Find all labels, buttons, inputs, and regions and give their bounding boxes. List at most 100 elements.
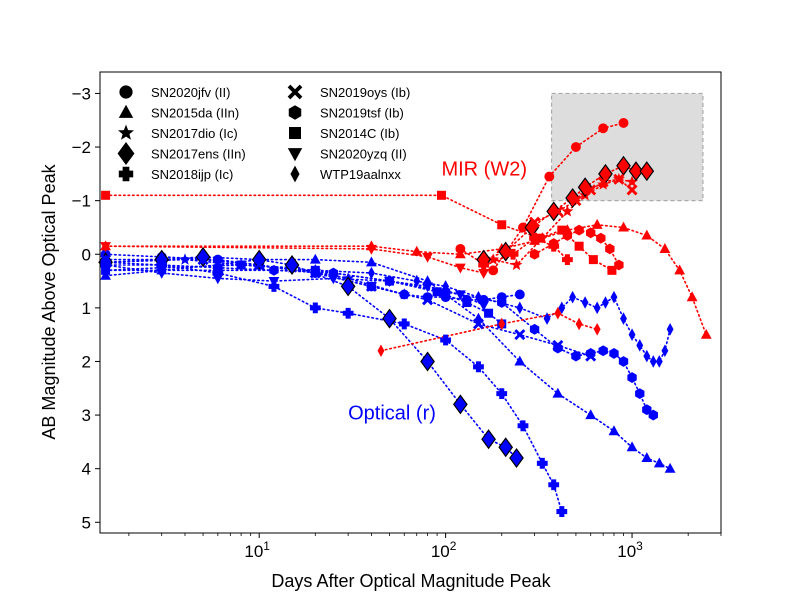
data-point bbox=[213, 262, 223, 274]
data-point bbox=[602, 296, 609, 309]
data-point bbox=[556, 506, 568, 517]
data-point bbox=[552, 387, 564, 398]
data-point bbox=[608, 425, 620, 436]
data-point bbox=[529, 232, 540, 244]
data-point bbox=[618, 221, 629, 232]
data-point bbox=[496, 388, 508, 400]
data-point bbox=[529, 323, 540, 335]
data-point bbox=[517, 420, 529, 432]
legend-marker bbox=[287, 148, 303, 162]
data-point bbox=[462, 298, 472, 307]
data-point bbox=[488, 265, 499, 276]
data-point bbox=[674, 264, 686, 275]
y-tick-label: 0 bbox=[82, 245, 91, 264]
y-tick-label: 3 bbox=[82, 406, 91, 425]
data-point bbox=[497, 297, 507, 308]
data-point bbox=[605, 243, 615, 255]
data-point bbox=[591, 218, 603, 229]
x-tick-label: 103 bbox=[617, 539, 643, 561]
data-point bbox=[422, 282, 433, 293]
data-point bbox=[574, 224, 584, 236]
data-point bbox=[571, 350, 581, 362]
data-point bbox=[536, 457, 548, 469]
data-point bbox=[156, 268, 168, 279]
legend-label: SN2020jfv (II) bbox=[151, 85, 230, 100]
data-point bbox=[626, 441, 638, 452]
data-point bbox=[342, 307, 354, 319]
data-point bbox=[553, 342, 563, 354]
data-point bbox=[509, 447, 524, 468]
data-point bbox=[436, 190, 446, 200]
data-point bbox=[639, 161, 655, 182]
data-point bbox=[597, 176, 609, 188]
legend-label: SN2020yzq (II) bbox=[320, 147, 407, 162]
legend-item: WTP19aalnxx bbox=[290, 165, 401, 183]
data-point bbox=[653, 457, 665, 468]
data-point bbox=[661, 344, 669, 358]
data-point bbox=[366, 256, 377, 267]
legend-marker bbox=[118, 166, 134, 182]
legend-marker bbox=[288, 105, 302, 120]
data-point bbox=[620, 312, 627, 325]
data-point bbox=[585, 409, 597, 420]
data-point bbox=[212, 274, 224, 285]
data-point bbox=[340, 276, 356, 297]
legend-marker bbox=[117, 141, 135, 166]
data-point bbox=[454, 248, 466, 259]
y-axis-label: AB Magnitude Above Optical Peak bbox=[39, 163, 59, 439]
data-point bbox=[442, 280, 450, 293]
y-tick-label: −1 bbox=[72, 192, 91, 211]
data-point bbox=[641, 229, 653, 240]
data-point bbox=[498, 241, 514, 262]
data-point bbox=[398, 318, 410, 330]
legend-label: SN2019tsf (Ib) bbox=[320, 106, 404, 121]
series-line-8 bbox=[104, 264, 563, 513]
data-point bbox=[498, 317, 506, 331]
axes: −3 −2 −1 0 1 2 3 4 5 101 102 103 bbox=[72, 71, 722, 561]
data-point bbox=[588, 255, 598, 265]
legend-marker bbox=[118, 104, 134, 118]
data-point bbox=[627, 372, 637, 383]
data-point bbox=[574, 241, 584, 251]
data-point bbox=[586, 227, 596, 239]
data-point bbox=[514, 289, 525, 300]
data-point bbox=[561, 205, 574, 217]
data-point bbox=[413, 274, 421, 288]
legend-label: WTP19aalnxx bbox=[320, 167, 401, 182]
data-point bbox=[618, 356, 629, 367]
legend-marker bbox=[118, 124, 134, 140]
data-point bbox=[596, 232, 606, 244]
data-point bbox=[484, 308, 494, 318]
data-point bbox=[179, 253, 191, 265]
y-tick-label: −2 bbox=[72, 138, 91, 157]
data-point bbox=[598, 345, 608, 357]
y-tick-label: 2 bbox=[82, 352, 91, 371]
data-point bbox=[546, 201, 562, 222]
data-point bbox=[598, 123, 609, 134]
data-point bbox=[648, 409, 658, 421]
legend-label: SN2017ens (IIn) bbox=[151, 147, 246, 162]
data-point bbox=[253, 259, 265, 271]
data-point bbox=[100, 242, 111, 253]
data-point bbox=[102, 264, 110, 277]
data-point bbox=[101, 190, 111, 200]
legend-label: SN2014C (Ib) bbox=[320, 126, 399, 141]
data-point bbox=[422, 294, 434, 306]
data-point bbox=[626, 184, 638, 196]
legend-item: SN2017dio (Ic) bbox=[118, 124, 238, 141]
data-point bbox=[487, 253, 500, 265]
data-point bbox=[581, 296, 589, 309]
series-line-5 bbox=[492, 178, 633, 266]
y-tick-label: 1 bbox=[82, 299, 91, 318]
data-point bbox=[626, 175, 639, 187]
data-point bbox=[529, 216, 541, 228]
data-point bbox=[700, 328, 712, 339]
data-point bbox=[570, 195, 582, 207]
data-point bbox=[236, 260, 246, 270]
data-point bbox=[478, 268, 490, 279]
x-tick-label: 101 bbox=[244, 539, 270, 561]
data-point bbox=[569, 290, 577, 304]
data-point bbox=[384, 277, 395, 287]
y-tick-label: −3 bbox=[72, 84, 91, 103]
